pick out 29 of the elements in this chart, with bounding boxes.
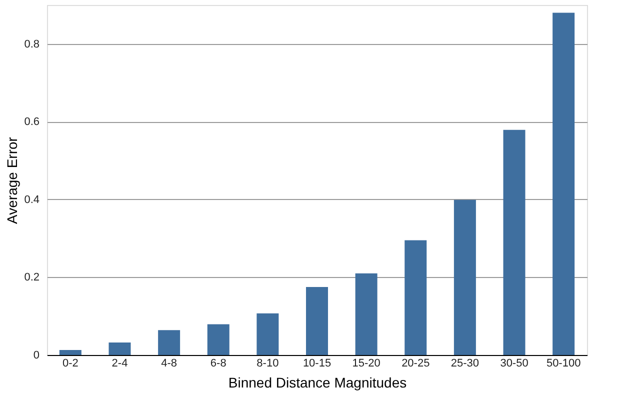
bar xyxy=(207,324,230,355)
y-tick-label: 0.6 xyxy=(24,116,40,128)
bar xyxy=(158,330,180,355)
x-tick-label: 30-50 xyxy=(500,358,528,370)
bar xyxy=(454,200,476,355)
bar xyxy=(306,286,328,355)
x-tick-label: 8-10 xyxy=(256,358,279,370)
x-tick-label: 2-4 xyxy=(112,358,128,370)
y-axis-title: Average Error xyxy=(4,136,20,224)
bar xyxy=(552,12,575,355)
bar xyxy=(59,350,82,355)
y-tick-label: 0.2 xyxy=(24,272,40,284)
bar xyxy=(108,342,131,355)
x-tick-label: 50-100 xyxy=(546,358,581,370)
y-tick-label: 0 xyxy=(33,350,40,362)
bar xyxy=(256,313,279,355)
y-tick-label: 0.8 xyxy=(24,38,40,50)
x-tick-label: 4-8 xyxy=(161,358,178,370)
x-tick-label: 20-25 xyxy=(402,358,430,370)
x-tick-label: 15-20 xyxy=(352,358,380,370)
bar xyxy=(503,130,526,355)
bar xyxy=(404,240,427,355)
y-tick-label: 0.4 xyxy=(24,194,40,206)
x-tick-label: 25-30 xyxy=(450,358,480,370)
x-tick-label: 0-2 xyxy=(62,358,78,370)
x-tick-label: 10-15 xyxy=(302,358,332,370)
bar xyxy=(355,273,378,355)
x-axis-title: Binned Distance Magnitudes xyxy=(228,374,407,390)
x-tick-label: 6-8 xyxy=(210,358,226,370)
